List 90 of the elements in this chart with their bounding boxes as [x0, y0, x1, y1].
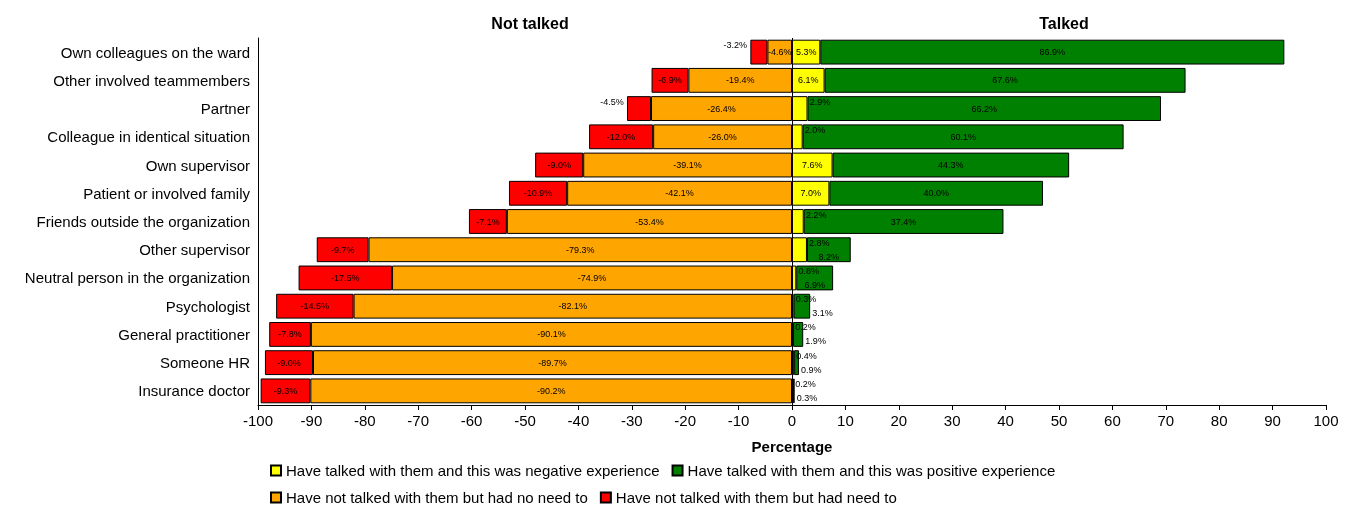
y-tick-label: Other supervisor — [139, 241, 250, 259]
x-tick-label: -50 — [514, 412, 536, 429]
data-label: -6.9% — [658, 75, 682, 86]
x-tick-label: -70 — [407, 412, 430, 429]
text: Not talked — [491, 14, 569, 32]
x-tick-label: -10 — [727, 412, 750, 429]
y-tick-label: Psychologist — [165, 297, 251, 315]
y-tick-label: Insurance doctor — [138, 382, 250, 400]
x-tick-label: 90 — [1264, 412, 1281, 429]
x-tick-label: -60 — [460, 412, 483, 429]
text: Talked — [1039, 14, 1089, 32]
legend-label: Have talked with them and this was negative experience — [286, 462, 660, 479]
data-label: -12.0% — [606, 131, 636, 142]
x-tick-label: 80 — [1210, 412, 1228, 429]
x-tick-label: 50 — [1050, 412, 1068, 429]
data-label: 40.0% — [923, 188, 949, 199]
data-label: 2.8% — [809, 237, 830, 248]
data-label: 2.0% — [804, 124, 826, 135]
x-tick-label: 60 — [1104, 412, 1121, 429]
data-label: -89.7% — [538, 357, 567, 368]
x-tick-label: 70 — [1157, 412, 1175, 429]
y-tick-label: Partner — [200, 100, 250, 118]
data-label: -17.5% — [331, 272, 360, 283]
y-tick-label: Neutral person in the organization — [24, 269, 250, 287]
legend-label: Have not talked with them but had no need to — [286, 489, 588, 506]
x-tick-label: -40 — [567, 412, 590, 429]
x-tick-label: -30 — [620, 412, 643, 429]
data-label: -7.1% — [476, 216, 500, 227]
data-label: 7.0% — [800, 188, 821, 199]
y-tick-label: Colleague in identical situation — [47, 128, 250, 146]
data-label: -90.2% — [536, 385, 566, 396]
data-label: 0.2% — [795, 378, 816, 389]
data-label: 8.2% — [818, 251, 840, 262]
y-tick-label: Someone HR — [159, 354, 251, 372]
data-label: 37.4% — [890, 216, 917, 227]
data-label: -9.3% — [273, 385, 298, 396]
y-tick-label: Own colleagues on the ward — [60, 43, 250, 61]
data-label: 3.1% — [812, 308, 833, 319]
data-label: -42.1% — [665, 188, 694, 199]
x-axis-title: Percentage — [751, 438, 833, 455]
x-tick-label: 20 — [890, 412, 908, 429]
x-tick-label: -80 — [353, 412, 376, 429]
x-tick-label: 0 — [787, 412, 797, 429]
data-label: -9.7% — [330, 244, 355, 255]
data-label: -4.6% — [767, 47, 792, 58]
x-tick-label: 30 — [943, 412, 961, 429]
data-label: 67.6% — [992, 75, 1018, 86]
data-label: -79.3% — [566, 244, 595, 255]
x-tick-label: -100 — [242, 412, 274, 429]
x-tick-label: 100 — [1313, 412, 1339, 429]
data-label: -19.4% — [725, 75, 755, 86]
data-label: -82.1% — [558, 301, 588, 312]
data-label: 0.9% — [801, 364, 822, 375]
x-tick-label: -20 — [674, 412, 697, 429]
data-label: 6.9% — [804, 279, 825, 290]
y-tick-label: Other involved teammembers — [53, 71, 250, 89]
data-label: 1.9% — [805, 336, 826, 347]
data-label: -7.8% — [278, 329, 302, 340]
data-label: 2.2% — [805, 209, 827, 220]
data-label: 86.9% — [1039, 47, 1066, 58]
data-label: 5.3% — [795, 47, 817, 58]
data-label: 0.8% — [798, 265, 819, 276]
y-tick-label: Friends outside the organization — [36, 213, 250, 230]
data-label: -74.9% — [577, 272, 607, 283]
data-label: 7.6% — [802, 160, 823, 171]
y-tick-label: Own supervisor — [145, 156, 250, 174]
data-label: -26.0% — [708, 131, 737, 142]
data-label: 2.9% — [809, 96, 831, 107]
data-label: -10.9% — [523, 188, 553, 199]
data-label: -9.0% — [277, 357, 301, 368]
data-label: 6.1% — [798, 75, 819, 86]
x-tick-label: 40 — [997, 412, 1014, 429]
data-label: 0.3% — [796, 392, 818, 403]
legend-label: Have talked with them and this was positive experience — [687, 462, 1056, 479]
data-label: -4.5% — [600, 96, 624, 107]
data-label: -14.5% — [300, 301, 330, 312]
x-tick-label: 10 — [837, 412, 854, 429]
data-label: -26.4% — [707, 103, 736, 114]
data-label: 44.3% — [938, 160, 964, 171]
data-label: -53.4% — [635, 216, 664, 227]
data-label: 60.1% — [950, 131, 976, 142]
y-tick-label: Patient or involved family — [83, 184, 251, 202]
data-label: -3.2% — [723, 40, 748, 51]
data-label: -39.1% — [673, 160, 702, 171]
x-tick-label: -90 — [300, 412, 323, 429]
y-tick-label: General practitioner — [118, 325, 250, 343]
data-label: -9.0% — [547, 160, 571, 171]
data-label: 66.2% — [971, 103, 998, 114]
legend-label: Have not talked with them but had need to — [615, 489, 897, 506]
data-label: -90.1% — [537, 329, 566, 340]
